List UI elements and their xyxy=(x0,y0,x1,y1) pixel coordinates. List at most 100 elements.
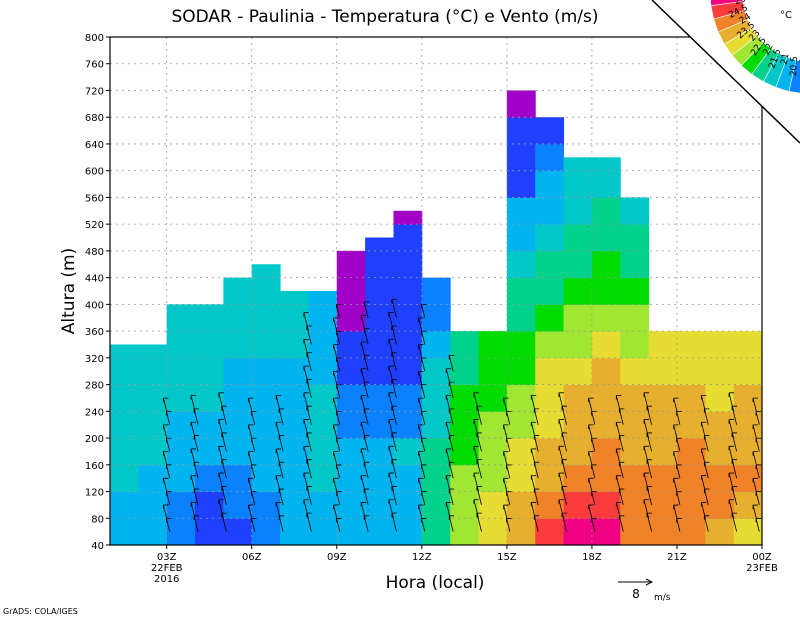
wind-vector xyxy=(618,408,624,425)
wind-vector xyxy=(473,499,479,519)
wind-vector xyxy=(445,395,451,412)
wind-vector xyxy=(418,344,423,358)
wind-vector xyxy=(190,395,196,412)
wind-vector xyxy=(218,446,224,465)
wind-vector-head xyxy=(445,448,452,453)
wind-vector xyxy=(728,499,735,519)
heatmap-cell xyxy=(648,384,678,412)
wind-vector-head xyxy=(363,354,370,360)
wind-vector-head xyxy=(503,504,509,510)
wind-vector-head xyxy=(473,392,479,397)
heatmap-cell xyxy=(733,518,763,546)
wind-vector-head xyxy=(615,395,622,400)
wind-vector-head xyxy=(752,397,759,403)
wind-vector xyxy=(421,384,426,399)
wind-vector-head xyxy=(591,437,597,443)
wind-vector xyxy=(333,451,338,465)
wind-vector-head xyxy=(703,435,710,440)
heatmap-cell xyxy=(620,331,650,359)
wind-vector xyxy=(248,424,253,439)
wind-vector-head xyxy=(473,419,479,424)
wind-vector xyxy=(673,424,678,439)
wind-vector xyxy=(190,475,196,492)
wind-vector xyxy=(303,392,309,412)
heatmap-cell xyxy=(733,411,763,439)
wind-vector xyxy=(445,422,451,439)
wind-vector-head xyxy=(278,488,285,494)
wind-vector-head xyxy=(221,405,227,411)
wind-vector xyxy=(388,312,394,332)
wind-vector xyxy=(533,408,539,425)
heatmap-cell xyxy=(308,304,338,332)
heatmap-cell xyxy=(365,411,394,439)
heatmap-cell xyxy=(393,210,423,225)
heatmap-cell xyxy=(195,357,224,386)
wind-vector xyxy=(336,438,341,452)
x-tick-year: 2016 xyxy=(154,574,179,585)
wind-vector-head xyxy=(190,448,197,453)
heatmap-cell xyxy=(223,357,253,386)
heatmap-cell xyxy=(110,464,139,493)
heatmap-cell xyxy=(563,157,593,172)
wind-vector xyxy=(503,478,508,492)
heatmap-cell xyxy=(591,304,621,332)
wind-vector xyxy=(421,491,426,505)
credit: GrADS: COLA/IGES xyxy=(3,607,78,616)
wind-vector-head xyxy=(591,464,597,469)
wind-vector-head xyxy=(418,477,424,483)
wind-vector-head xyxy=(388,338,394,344)
wind-vector xyxy=(445,368,451,385)
heatmap-cell xyxy=(478,438,508,466)
wind-vector xyxy=(728,419,735,439)
wind-vector xyxy=(363,355,369,372)
heatmap-cell xyxy=(308,518,338,546)
wind-vector xyxy=(248,478,253,492)
heatmap-cell xyxy=(563,384,593,412)
wind-vector-head xyxy=(306,405,312,411)
heatmap-cell xyxy=(195,518,224,546)
wind-vector xyxy=(193,435,199,452)
heatmap-cell xyxy=(705,331,735,359)
heatmap-cell xyxy=(308,291,338,305)
heatmap-cell xyxy=(591,170,621,198)
wind-vector-head xyxy=(731,405,738,411)
wind-vector-head xyxy=(333,317,339,322)
heatmap-cell xyxy=(251,357,281,386)
wind-vector xyxy=(218,392,224,412)
wind-vector-head xyxy=(221,459,227,464)
heatmap-cell xyxy=(138,384,168,412)
wind-vector xyxy=(588,504,593,519)
wind-vector-head xyxy=(530,448,537,453)
wind-vector-head xyxy=(700,395,707,400)
wind-vector xyxy=(643,392,649,412)
wind-vector xyxy=(448,408,454,425)
wind-vector xyxy=(303,499,309,519)
heatmap-cell xyxy=(223,304,253,332)
wind-vector-head xyxy=(643,392,649,397)
wind-vector-head xyxy=(728,499,735,504)
wind-vector-head xyxy=(193,435,200,440)
wind-vector-head xyxy=(752,424,759,429)
heatmap-cell xyxy=(421,277,451,305)
wind-vector-head xyxy=(703,461,710,467)
wind-vector xyxy=(700,422,706,439)
wind-vector-head xyxy=(248,504,254,510)
heatmap-cell xyxy=(705,491,735,519)
heatmap-cell xyxy=(195,438,224,466)
y-tick-label: 600 xyxy=(85,167,104,178)
wind-vector-head xyxy=(533,435,540,440)
wind-vector xyxy=(421,518,426,532)
heatmap-cell xyxy=(308,411,338,439)
wind-vector-head xyxy=(303,312,309,317)
wind-vector xyxy=(673,504,678,519)
wind-vector xyxy=(218,419,224,439)
heatmap-cell xyxy=(506,304,536,332)
wind-vector xyxy=(166,464,171,479)
heatmap-cell xyxy=(563,197,593,225)
wind-vector xyxy=(363,301,369,318)
wind-reference-value: 8 xyxy=(632,587,640,601)
wind-vector xyxy=(591,491,596,505)
heatmap-cell xyxy=(535,277,565,305)
wind-vector xyxy=(360,502,366,519)
